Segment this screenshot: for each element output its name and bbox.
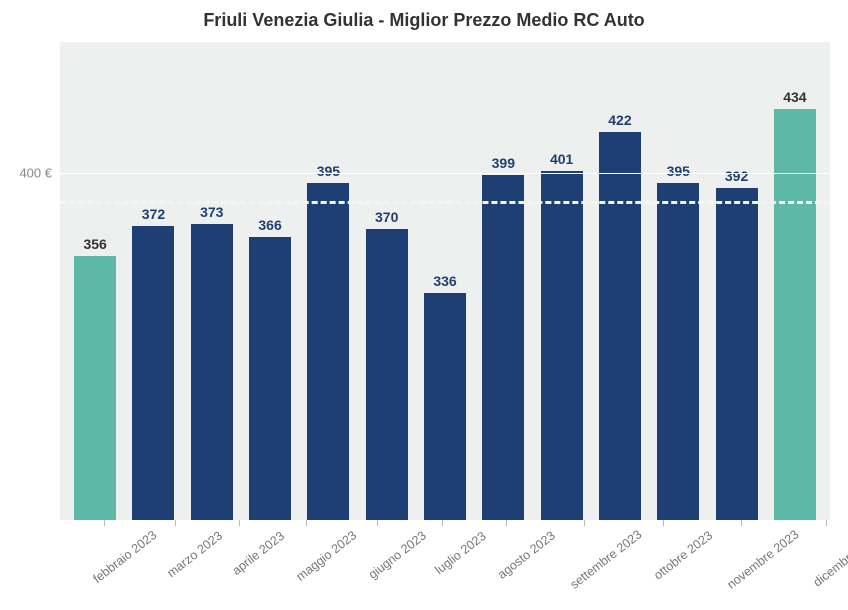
bar-slot: 434 bbox=[766, 42, 824, 520]
bar-slot: 399 bbox=[474, 42, 532, 520]
bar-slot: 395 bbox=[649, 42, 707, 520]
bar-value-label: 392 bbox=[725, 168, 748, 188]
bar: 392 bbox=[716, 188, 758, 520]
bar: 395 bbox=[657, 183, 699, 520]
bar-slot: 356 bbox=[66, 42, 124, 520]
bar-value-label: 336 bbox=[433, 273, 456, 293]
bar: 372 bbox=[132, 226, 174, 520]
bar-slot: 422 bbox=[591, 42, 649, 520]
x-label-wrap: marzo 2023 bbox=[142, 520, 208, 600]
bar: 434 bbox=[774, 109, 816, 520]
x-tick bbox=[104, 520, 105, 526]
bars-group: 356 372 373 366 395 370 336 399 401 422 395 392 434 bbox=[60, 42, 830, 520]
x-label-wrap: luglio 2023 bbox=[411, 520, 471, 600]
bar-slot: 372 bbox=[124, 42, 182, 520]
bar-slot: 392 bbox=[707, 42, 765, 520]
average-line bbox=[60, 201, 830, 204]
bar: 422 bbox=[599, 132, 641, 520]
bar: 395 bbox=[307, 183, 349, 520]
bar-slot: 401 bbox=[533, 42, 591, 520]
bar-slot: 395 bbox=[299, 42, 357, 520]
gridline bbox=[60, 173, 830, 174]
x-tick bbox=[584, 520, 585, 526]
x-label-wrap: settembre 2023 bbox=[541, 520, 628, 600]
x-label-wrap: giugno 2023 bbox=[343, 520, 412, 600]
x-tick bbox=[442, 520, 443, 526]
bar-value-label: 434 bbox=[783, 89, 806, 109]
bar-value-label: 366 bbox=[258, 217, 281, 237]
bar: 356 bbox=[74, 256, 116, 520]
bar: 336 bbox=[424, 293, 466, 520]
x-label-wrap: agosto 2023 bbox=[472, 520, 541, 600]
bar-value-label: 370 bbox=[375, 209, 398, 229]
x-tick bbox=[377, 520, 378, 526]
bar: 373 bbox=[191, 224, 233, 520]
bar: 399 bbox=[482, 175, 524, 520]
chart-title: Friuli Venezia Giulia - Miglior Prezzo M… bbox=[0, 0, 848, 31]
chart-container: Friuli Venezia Giulia - Miglior Prezzo M… bbox=[0, 0, 848, 610]
x-tick bbox=[239, 520, 240, 526]
bar-slot: 366 bbox=[241, 42, 299, 520]
bar-value-label: 372 bbox=[142, 206, 165, 226]
x-label-wrap: febbraio 2023 bbox=[66, 520, 142, 600]
x-label-wrap: maggio 2023 bbox=[270, 520, 342, 600]
x-label-wrap: novembre 2023 bbox=[698, 520, 785, 600]
x-tick bbox=[506, 520, 507, 526]
x-axis-labels: febbraio 2023marzo 2023aprile 2023maggio… bbox=[60, 520, 830, 600]
bar: 366 bbox=[249, 237, 291, 520]
x-tick bbox=[175, 520, 176, 526]
y-tick-label: 400 € bbox=[19, 166, 60, 181]
x-label-wrap: aprile 2023 bbox=[208, 520, 270, 600]
x-axis-label: dicembre 2023 bbox=[800, 515, 848, 590]
bar-slot: 373 bbox=[183, 42, 241, 520]
x-tick bbox=[741, 520, 742, 526]
bar-value-label: 422 bbox=[608, 112, 631, 132]
bar: 370 bbox=[366, 229, 408, 520]
plot-area: 356372373366395370336399401422395392434 … bbox=[60, 42, 830, 520]
bar: 401 bbox=[541, 171, 583, 520]
bar-value-label: 373 bbox=[200, 204, 223, 224]
bar-slot: 336 bbox=[416, 42, 474, 520]
x-label-wrap: dicembre 2023 bbox=[785, 520, 848, 600]
bar-value-label: 399 bbox=[492, 155, 515, 175]
bar-value-label: 356 bbox=[83, 236, 106, 256]
bar-slot: 370 bbox=[358, 42, 416, 520]
x-tick bbox=[663, 520, 664, 526]
bar-value-label: 401 bbox=[550, 151, 573, 171]
x-label-wrap: ottobre 2023 bbox=[628, 520, 698, 600]
x-tick bbox=[826, 520, 827, 526]
x-tick bbox=[306, 520, 307, 526]
